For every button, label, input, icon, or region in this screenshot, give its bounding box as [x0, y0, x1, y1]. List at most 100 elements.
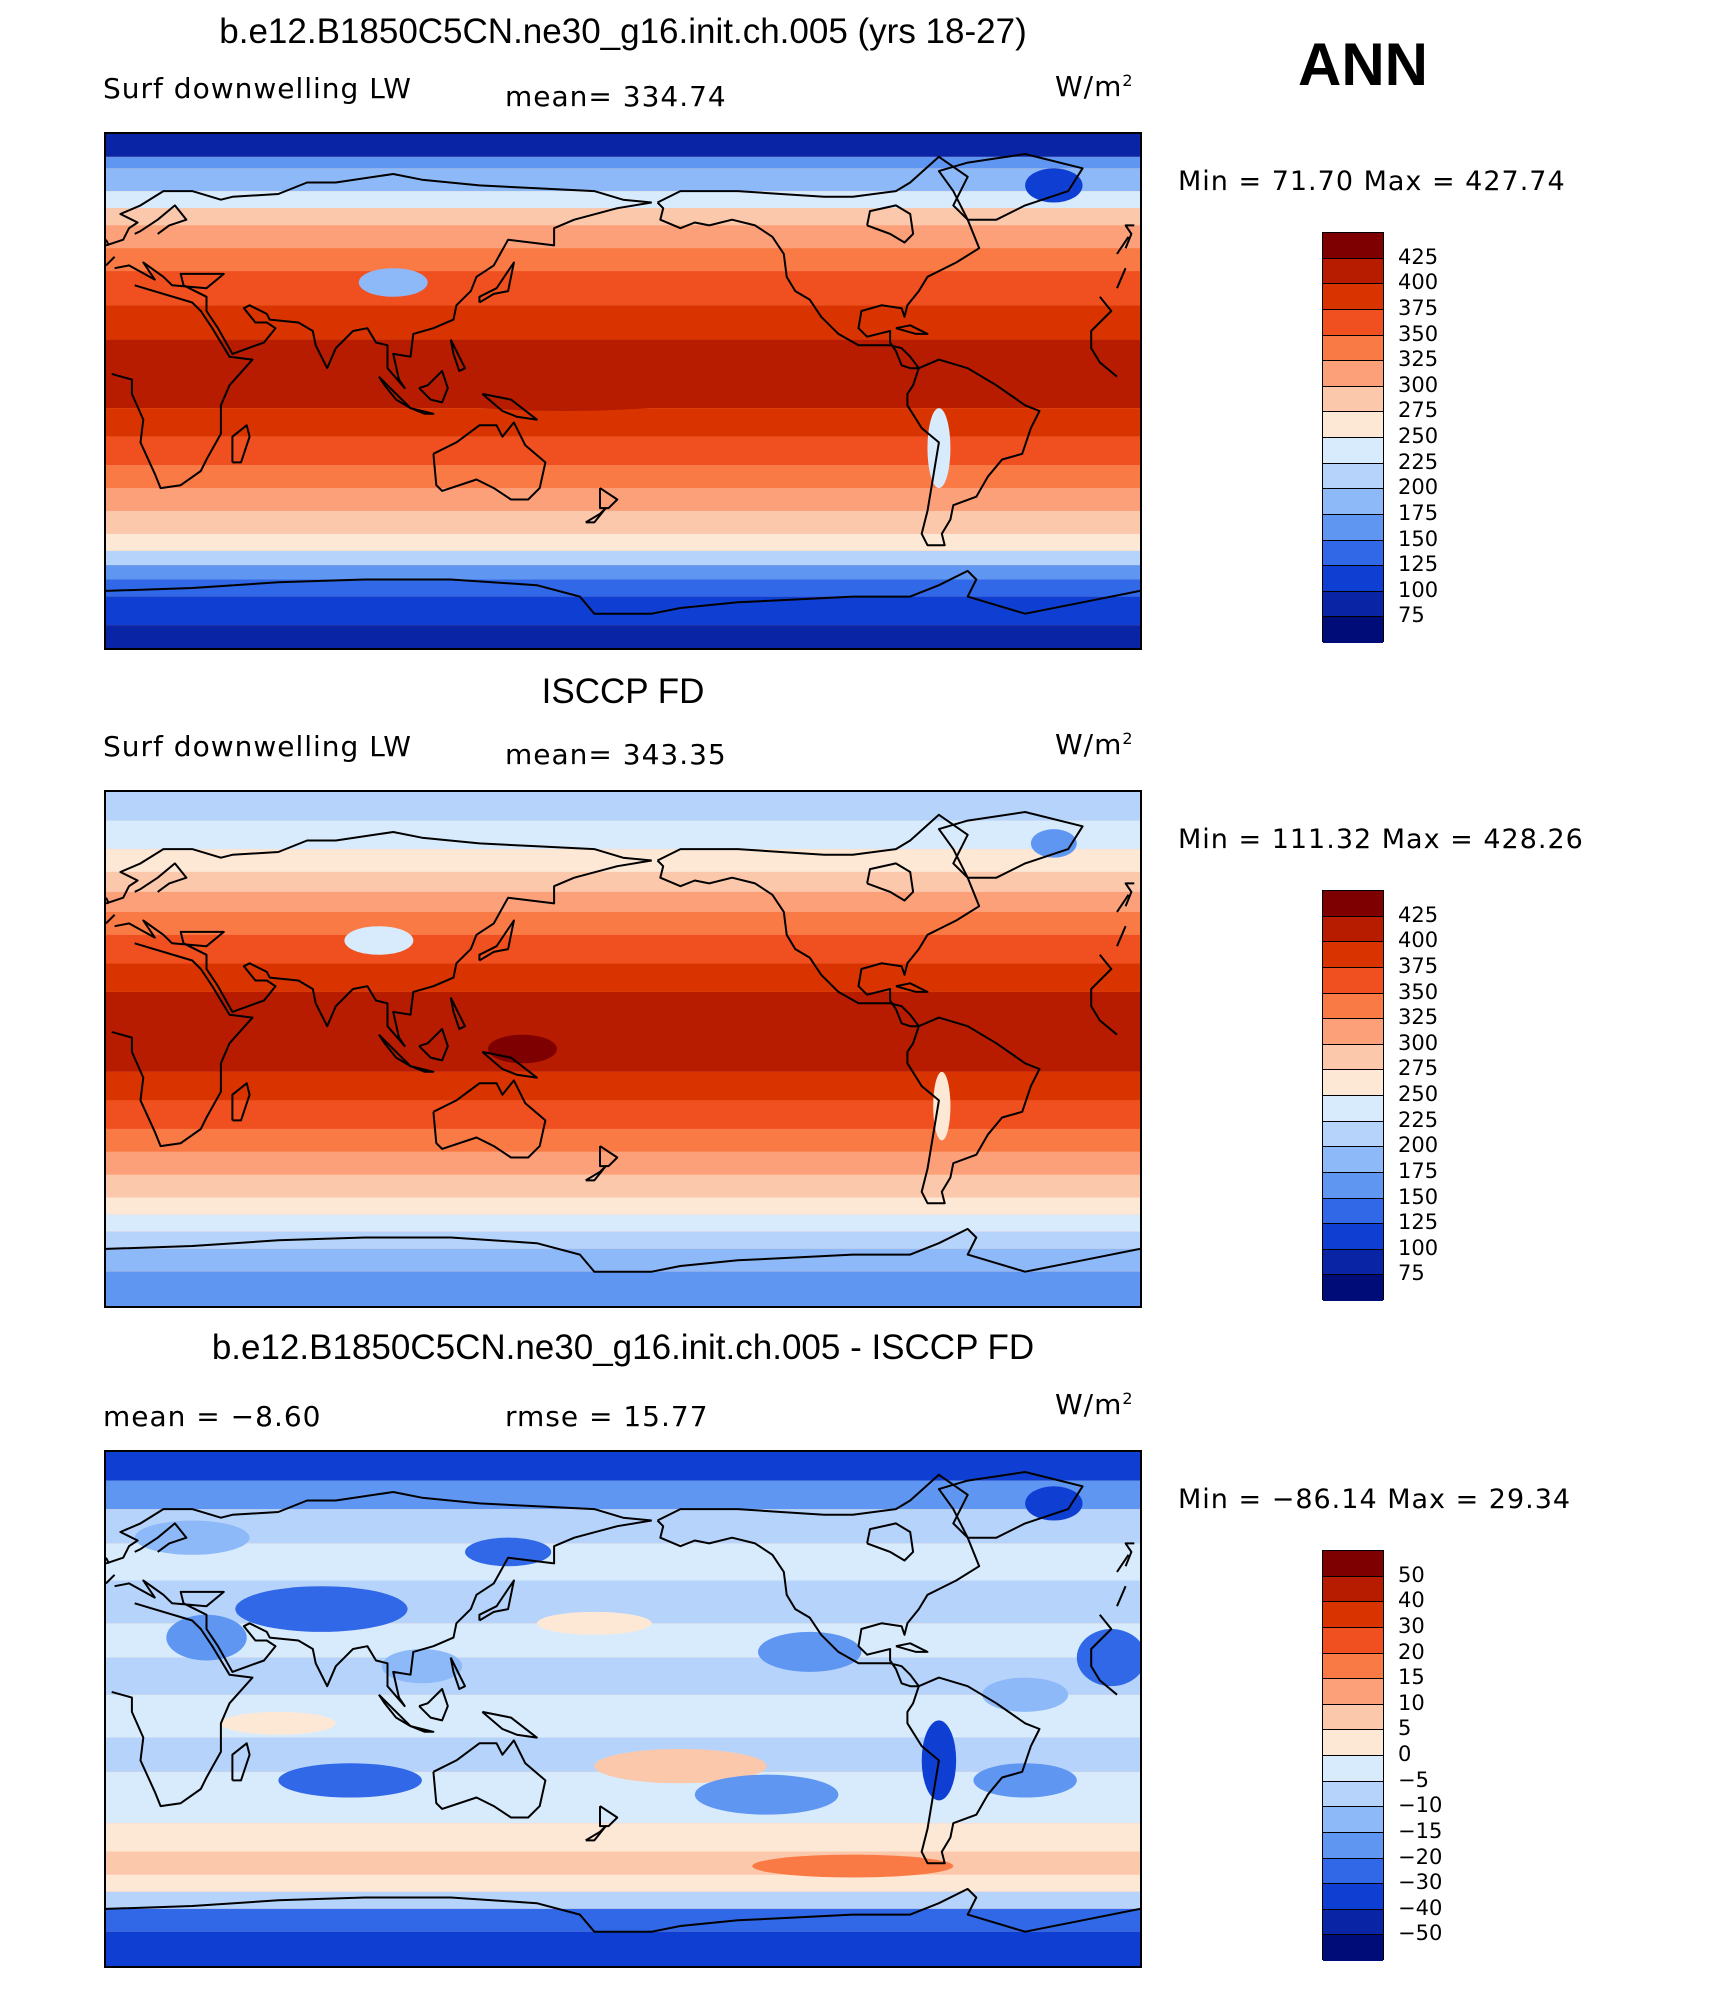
- colorbar-swatch: [1323, 1653, 1383, 1680]
- contour-band: [106, 465, 1140, 489]
- contour-blob: [407, 371, 724, 411]
- coastline: [106, 831, 652, 905]
- contour-band: [106, 1128, 1140, 1152]
- colorbar-tick-label: 375: [1398, 953, 1439, 978]
- colorbar-swatch: [1323, 1627, 1383, 1654]
- colorbar-tick-label: 225: [1398, 449, 1439, 474]
- coastline: [114, 1519, 652, 1708]
- coastline: [106, 1227, 1140, 1273]
- coastline: [599, 1145, 619, 1168]
- colorbar-swatch: [1323, 1602, 1383, 1628]
- coastline: [656, 813, 981, 1028]
- colorbar-tick-label: 350: [1398, 979, 1439, 1004]
- contour-band: [106, 565, 1140, 580]
- contour-band: [106, 911, 1140, 935]
- coastline: [111, 284, 254, 490]
- coastline: [106, 256, 116, 267]
- coastline: [410, 407, 435, 415]
- coastline: [106, 569, 1140, 615]
- coastline: [656, 155, 981, 370]
- colorbar-swatch: [1323, 463, 1383, 490]
- panel-2-variable-label: Surf downwelling LW: [103, 730, 412, 763]
- colorbar-swatch: [1323, 591, 1383, 618]
- panel-1-contour-plot: [106, 134, 1140, 648]
- colorbar-swatch: [1323, 967, 1383, 994]
- colorbar-tick-label: 40: [1398, 1588, 1425, 1613]
- colorbar-swatch: [1323, 1884, 1383, 1910]
- colorbar-swatch: [1323, 1147, 1383, 1173]
- coastline: [937, 811, 1084, 879]
- contour-band: [106, 1071, 1140, 1101]
- season-label: ANN: [1298, 31, 1428, 98]
- panel-3-units-label: W/m2: [1055, 1388, 1134, 1421]
- coastline: [1116, 894, 1130, 913]
- colorbar-tick-label: 50: [1398, 1562, 1425, 1587]
- colorbar-swatch: [1323, 891, 1383, 917]
- colorbar-swatch: [1323, 1781, 1383, 1808]
- contour-band: [106, 488, 1140, 511]
- colorbar-swatch: [1323, 1832, 1383, 1859]
- colorbar-swatch: [1323, 1249, 1383, 1276]
- colorbar-tick-label: 15: [1398, 1665, 1425, 1690]
- panel-1-variable-label: Surf downwelling LW: [103, 72, 412, 105]
- contour-band: [106, 1851, 1140, 1875]
- coastline: [111, 1602, 254, 1808]
- coastline: [432, 1079, 547, 1159]
- colorbar-tick-label: 425: [1398, 902, 1439, 927]
- colorbar-tick-label: 100: [1398, 1235, 1439, 1260]
- contour-blob: [933, 1071, 951, 1141]
- coastline: [937, 1471, 1084, 1539]
- contour-band: [106, 934, 1140, 964]
- contour-blob: [488, 1034, 557, 1064]
- coastline: [134, 1522, 188, 1553]
- panel-3-title: b.e12.B1850C5CN.ne30_g16.init.ch.005 - I…: [211, 1328, 1035, 1367]
- contour-band: [106, 225, 1140, 249]
- coastline: [866, 862, 915, 902]
- colorbar-swatch: [1323, 1275, 1383, 1301]
- colorbar-tick-label: 175: [1398, 1158, 1439, 1183]
- coastline: [418, 1028, 449, 1062]
- contour-band: [106, 305, 1140, 340]
- coastline: [481, 1050, 538, 1079]
- contour-band: [106, 1452, 1140, 1481]
- panel-2-mean-label: mean= 343.35: [505, 738, 727, 771]
- colorbar-tick-label: 150: [1398, 526, 1439, 551]
- coastline: [656, 1473, 981, 1688]
- colorbar-swatch: [1323, 617, 1383, 643]
- coastline: [906, 1676, 1041, 1865]
- colorbar-swatch: [1323, 361, 1383, 387]
- contour-blob: [757, 1631, 862, 1672]
- panel-1-min-max: Min = 71.70 Max = 427.74: [1178, 166, 1566, 197]
- contour-blob: [752, 1854, 954, 1878]
- colorbar-swatch: [1323, 540, 1383, 567]
- colorbar-swatch: [1323, 1121, 1383, 1148]
- coastline: [106, 1491, 652, 1565]
- coastline: [1124, 882, 1135, 907]
- colorbar-swatch: [1323, 1172, 1383, 1199]
- contour-band: [106, 625, 1140, 648]
- contour-blob: [1025, 1486, 1083, 1521]
- coastline: [410, 1725, 435, 1733]
- contour-band: [106, 1931, 1140, 1966]
- colorbar-swatch: [1323, 386, 1383, 413]
- contour-fill-layer: [106, 792, 1140, 1306]
- panel-1-units-label: W/m2: [1055, 70, 1134, 103]
- coastline: [906, 1016, 1041, 1205]
- colorbar-swatch: [1323, 1807, 1383, 1833]
- colorbar-tick-label: 250: [1398, 424, 1439, 448]
- contour-band: [106, 1543, 1140, 1581]
- colorbar-tick-label: 75: [1398, 603, 1425, 628]
- colorbar-swatch: [1323, 1198, 1383, 1225]
- contour-blob: [128, 348, 198, 406]
- coastline: [478, 1579, 515, 1622]
- contour-band: [106, 1480, 1140, 1510]
- contour-blob: [536, 1611, 652, 1635]
- coastline: [432, 1739, 547, 1819]
- colorbar-swatch: [1323, 514, 1383, 541]
- colorbar-swatch: [1323, 1551, 1383, 1577]
- colorbar-tick-label: −50: [1398, 1921, 1443, 1946]
- coastline: [585, 507, 607, 524]
- contour-blob: [694, 1774, 839, 1815]
- colorbar-tick-label: 175: [1398, 500, 1439, 525]
- panel-2-units-label: W/m2: [1055, 728, 1134, 761]
